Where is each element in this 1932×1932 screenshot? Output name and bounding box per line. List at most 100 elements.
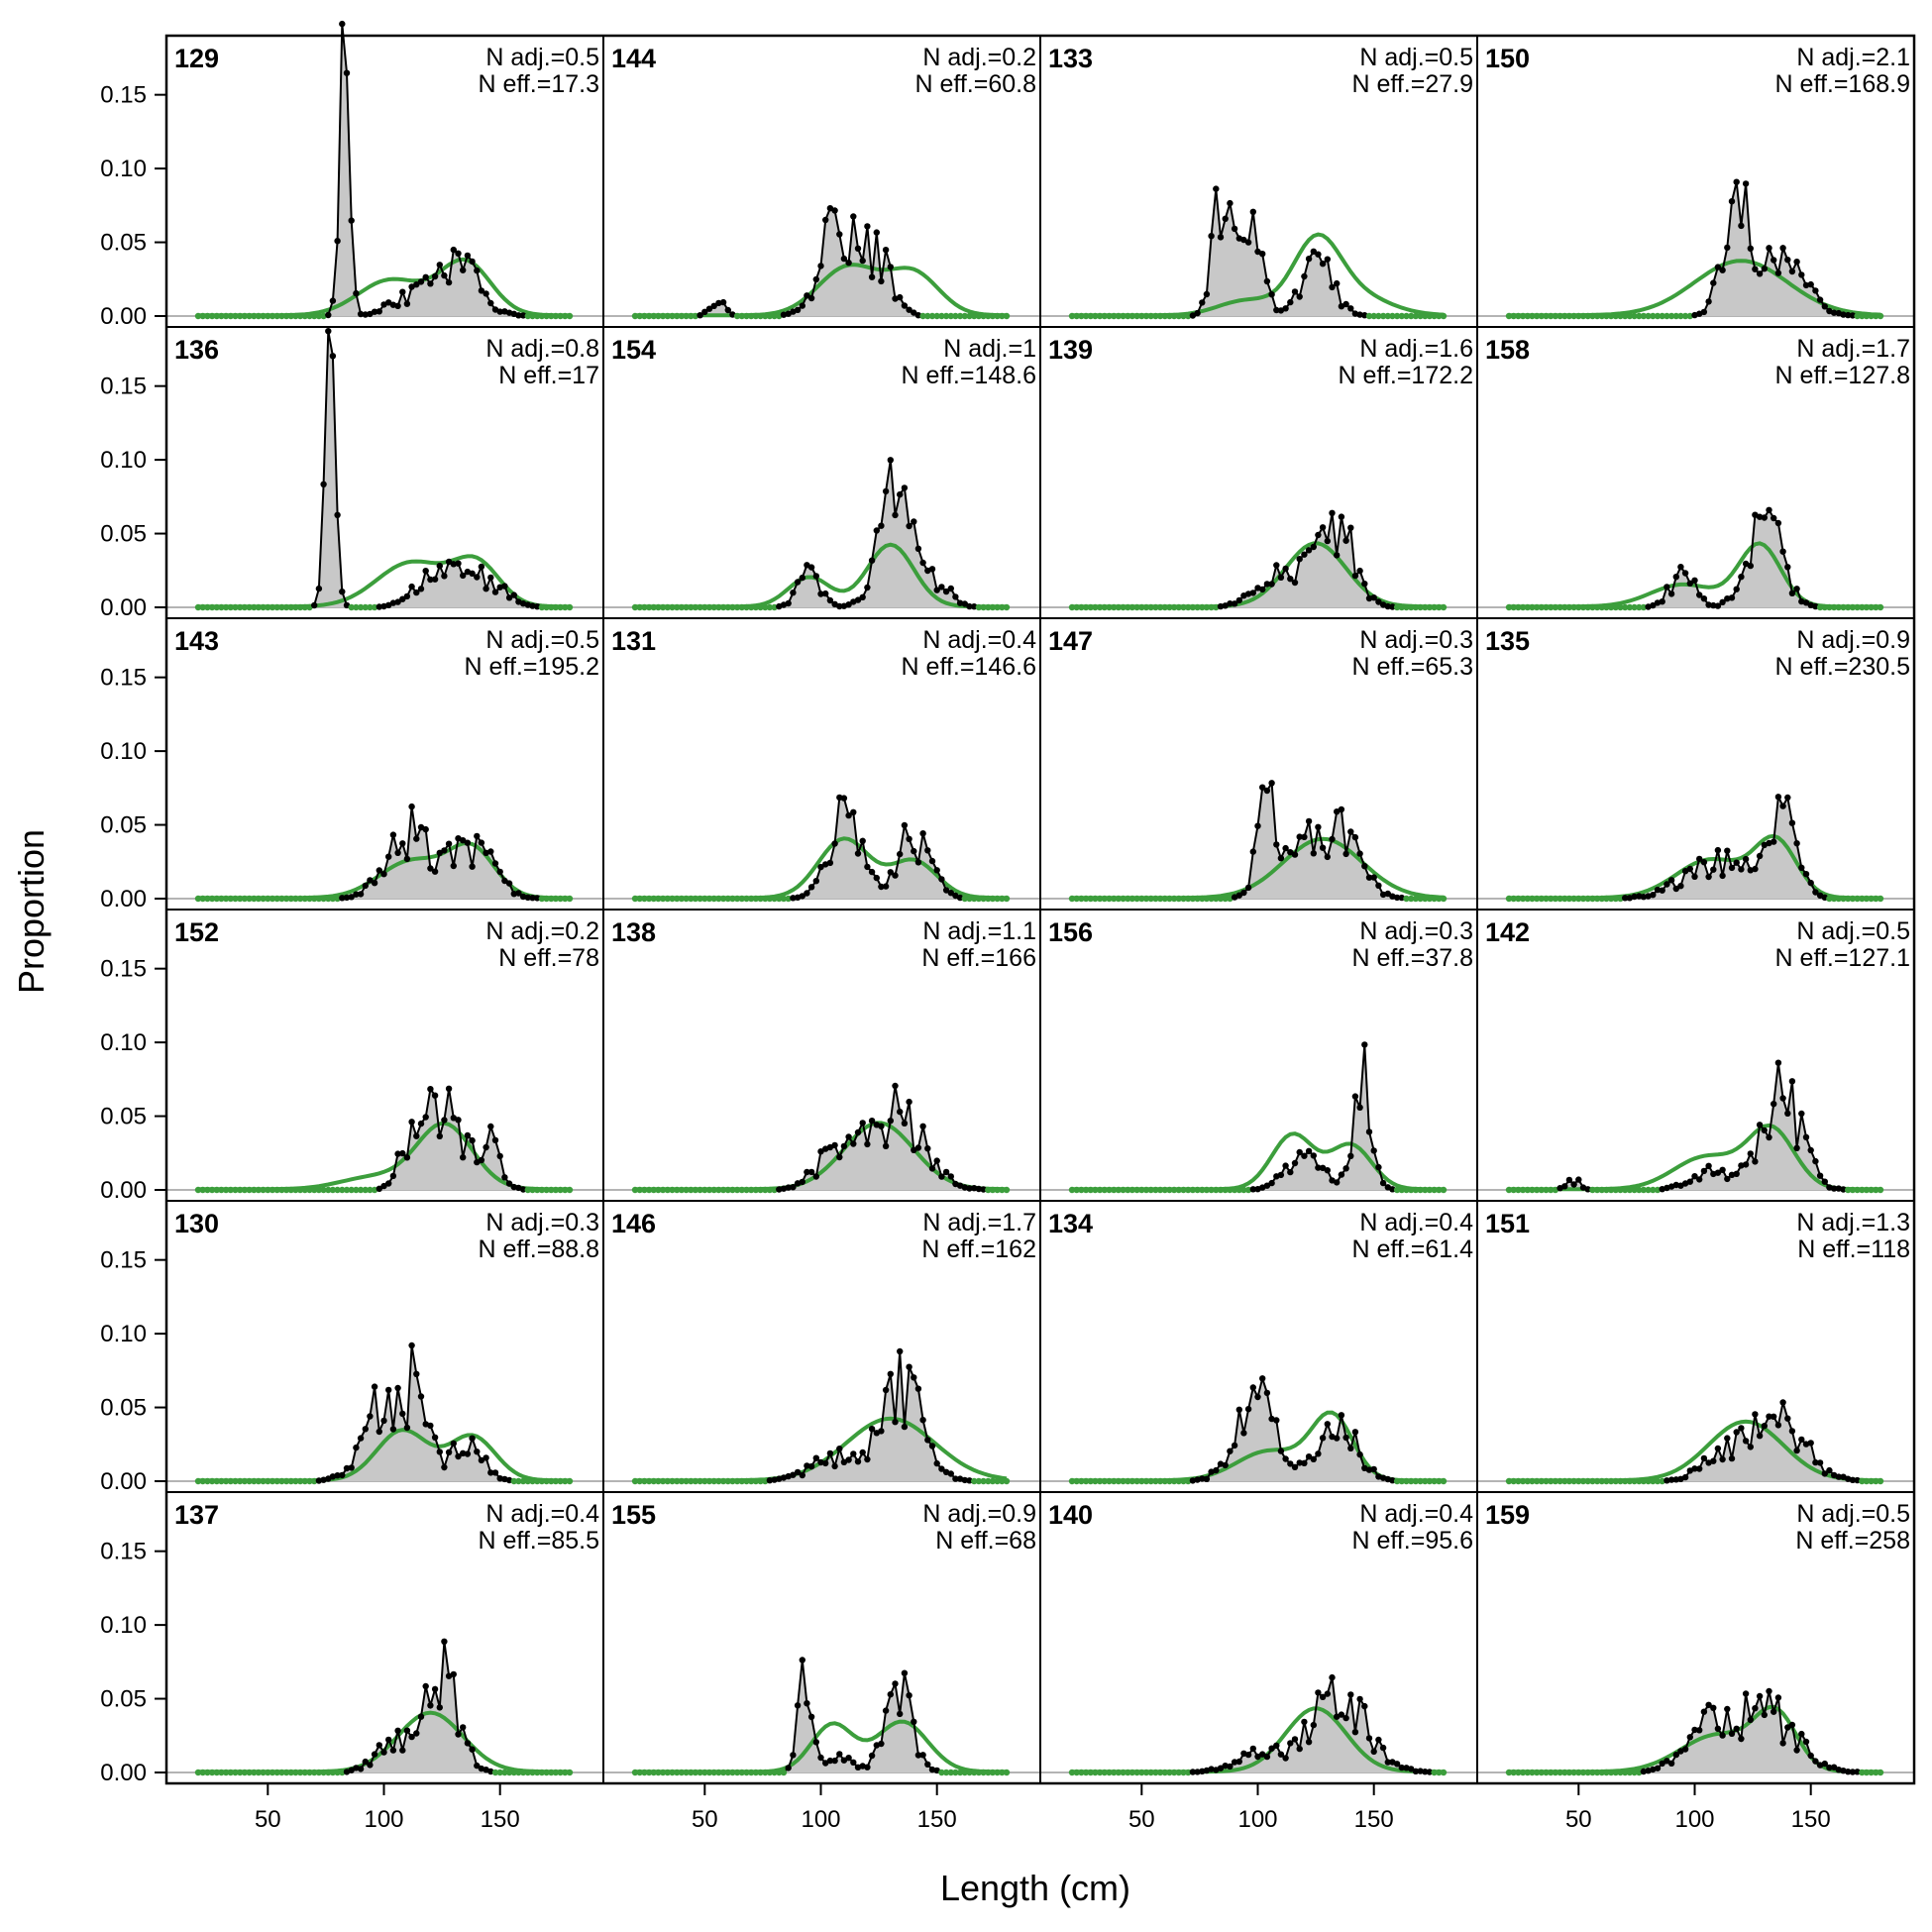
observed-point — [919, 1123, 926, 1130]
observed-point — [455, 1452, 462, 1460]
observed-point — [403, 300, 411, 307]
observed-point — [208, 312, 216, 320]
observed-point — [1244, 1751, 1252, 1759]
observed-point — [1082, 603, 1090, 611]
observed-point — [1175, 1186, 1183, 1194]
observed-point — [729, 603, 736, 611]
observed-point — [1393, 312, 1401, 320]
observed-point — [1403, 895, 1410, 903]
observed-point — [999, 1477, 1006, 1485]
observed-point — [1249, 590, 1257, 596]
observed-point — [710, 1769, 717, 1776]
observed-point — [385, 1736, 392, 1744]
observed-point — [1570, 895, 1577, 903]
observed-point — [938, 312, 945, 320]
observed-point — [557, 895, 564, 903]
observed-point — [1738, 1425, 1745, 1432]
n-adj-label: N adj.=0.5 — [1796, 1500, 1910, 1528]
n-adj-label: N adj.=1.6 — [1359, 335, 1473, 363]
observed-point — [1194, 895, 1201, 903]
observed-point — [562, 1477, 569, 1485]
observed-point — [868, 1752, 876, 1760]
observed-point — [1092, 1769, 1099, 1776]
observed-point — [1552, 312, 1559, 320]
observed-point — [1705, 873, 1712, 881]
observed-point — [1180, 1769, 1187, 1776]
observed-point — [1384, 312, 1392, 320]
observed-point — [1705, 1701, 1712, 1709]
observed-point — [1622, 312, 1629, 320]
observed-point — [1199, 1186, 1206, 1194]
panel-title: 150 — [1485, 44, 1530, 73]
panel-136: 136 N adj.=0.8N eff.=17 — [166, 328, 603, 611]
observed-point — [928, 857, 936, 865]
observed-point — [483, 290, 489, 297]
observed-point — [343, 1464, 351, 1472]
n-adj-label: N adj.=0.4 — [485, 1500, 599, 1528]
observed-point — [357, 603, 365, 611]
observed-point — [641, 603, 648, 611]
n-adj-label: N adj.=1.7 — [922, 1209, 1036, 1236]
observed-area — [1509, 509, 1880, 607]
observed-point — [1788, 268, 1796, 275]
observed-point — [287, 603, 294, 611]
observed-point — [901, 302, 909, 309]
x-tick-label: 50 — [1565, 1806, 1592, 1833]
n-eff-label: N eff.=95.6 — [1351, 1527, 1473, 1555]
observed-point — [1802, 599, 1810, 606]
observed-point — [1519, 1769, 1527, 1776]
observed-point — [942, 312, 950, 320]
observed-point — [631, 1186, 639, 1194]
observed-point — [548, 603, 555, 611]
observed-point — [524, 312, 531, 320]
panel-152: 152 N adj.=0.2N eff.=78 — [166, 917, 603, 1194]
observed-point — [1365, 1735, 1373, 1742]
observed-point — [1101, 1769, 1109, 1776]
observed-point — [636, 1769, 643, 1776]
observed-point — [1826, 895, 1833, 903]
observed-point — [1714, 264, 1722, 270]
observed-point — [371, 308, 378, 315]
observed-point — [1361, 581, 1368, 588]
observed-point — [260, 1186, 267, 1194]
observed-point — [1082, 1477, 1090, 1485]
observed-point — [743, 1477, 750, 1485]
observed-point — [1101, 603, 1109, 611]
observed-point — [719, 1186, 727, 1194]
observed-point — [1440, 312, 1448, 320]
observed-point — [1287, 298, 1294, 306]
observed-point — [822, 216, 829, 224]
observed-point — [265, 603, 271, 611]
observed-point — [1268, 1179, 1275, 1187]
observed-point — [1310, 1455, 1318, 1463]
observed-point — [1003, 1186, 1011, 1194]
observed-point — [636, 312, 643, 320]
n-eff-label: N eff.=61.4 — [1351, 1235, 1473, 1263]
observed-point — [1128, 312, 1136, 320]
observed-point — [1170, 312, 1178, 320]
observed-point — [1826, 1466, 1833, 1474]
observed-point — [1515, 1769, 1522, 1776]
observed-point — [1175, 895, 1183, 903]
observed-point — [812, 1739, 819, 1746]
observed-point — [1696, 591, 1703, 598]
observed-point — [1793, 1447, 1800, 1454]
observed-point — [850, 1759, 857, 1767]
observed-point — [278, 1769, 285, 1776]
observed-point — [1142, 312, 1150, 320]
observed-point — [1106, 312, 1113, 320]
observed-point — [1417, 1477, 1424, 1485]
observed-point — [1840, 603, 1847, 611]
observed-point — [227, 895, 234, 903]
observed-point — [1519, 1186, 1527, 1194]
observed-point — [1747, 245, 1755, 252]
panel-154: 154 N adj.=1N eff.=148.6 — [603, 335, 1040, 611]
n-eff-label: N eff.=60.8 — [914, 70, 1036, 98]
panel-title: 142 — [1485, 917, 1530, 947]
observed-point — [1519, 1477, 1527, 1485]
observed-point — [1538, 312, 1546, 320]
observed-point — [659, 603, 667, 611]
observed-point — [1324, 1421, 1332, 1428]
observed-point — [519, 1769, 527, 1776]
observed-point — [1301, 1152, 1308, 1159]
